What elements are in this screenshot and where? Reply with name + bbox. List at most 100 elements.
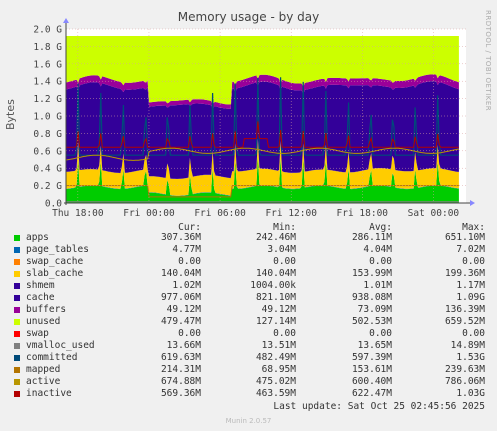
legend-avg: 4.04M [363,244,392,255]
legend-swatch [14,271,20,277]
legend-avg: 600.40M [351,376,392,387]
legend-cur: 49.12M [166,304,201,315]
legend-max: 0.00 [462,328,485,339]
legend-name: buffers [26,304,67,315]
y-tick-label: 0.2 G [33,181,62,192]
y-tick-label: 1.8 G [33,42,62,53]
legend-avg: 153.61M [351,364,392,375]
legend-min: 482.49M [255,352,296,363]
legend-min: 0.00 [273,328,296,339]
col-avg-header: Avg: [369,222,392,233]
y-tick-label: 2.0 G [33,25,62,36]
legend-cur: 619.63M [160,352,201,363]
legend-cur: 569.36M [160,388,201,399]
legend-row-inactive: inactive 569.36M 463.59M 622.47M 1.03G [0,388,497,400]
legend-avg: 0.00 [369,256,392,267]
legend-name: slab_cache [26,268,84,279]
area-unused [66,36,459,105]
legend-min: 475.02M [255,376,296,387]
legend-min: 127.14M [255,316,296,327]
legend-max: 1.09G [456,292,485,303]
legend-row-apps: apps 307.36M 242.46M 286.11M 651.10M [0,232,497,244]
legend-avg: 286.11M [351,232,392,243]
legend-name: committed [26,352,78,363]
area-slab-cache [66,138,459,196]
legend-swatch [14,259,20,265]
legend-max: 7.02M [456,244,485,255]
y-tick-label: 1.4 G [33,77,62,88]
legend-name: active [26,376,61,387]
legend-swatch [14,283,20,289]
legend-row-swap-cache: swap_cache 0.00 0.00 0.00 0.00 [0,256,497,268]
x-axis-arrow [470,200,475,206]
last-update: Last update: Sat Oct 25 02:45:56 2025 [273,401,485,412]
legend-swatch [14,379,20,385]
legend-row-active: active 674.88M 475.02M 600.40M 786.06M [0,376,497,388]
y-tick-label: 0.4 G [33,164,62,175]
legend-name: mapped [26,364,61,375]
legend-avg: 597.39M [351,352,392,363]
legend-max: 14.89M [450,340,485,351]
legend-name: shmem [26,280,55,291]
legend-max: 786.06M [444,376,485,387]
legend-cur: 479.47M [160,316,201,327]
legend-row-mapped: mapped 214.31M 68.95M 153.61M 239.63M [0,364,497,376]
legend-avg: 622.47M [351,388,392,399]
memory-chart: 0.0 0.2 G 0.4 G 0.6 G 0.8 G 1.0 G 1.2 G 1.4 G 1.… [33,18,475,219]
chart-title: Memory usage - by day [177,10,320,24]
legend-min: 140.04M [255,268,296,279]
legend-swatch [14,367,20,373]
legend-swatch [14,247,20,253]
legend-cur: 214.31M [160,364,201,375]
legend-avg: 1.01M [363,280,392,291]
legend-cur: 1.02M [172,280,201,291]
legend-max: 0.00 [462,256,485,267]
legend-cur: 674.88M [160,376,201,387]
legend-max: 651.10M [444,232,485,243]
legend-cur: 13.66M [166,340,201,351]
x-tick-label: Fri 06:00 [194,208,246,219]
legend-swatch [14,391,20,397]
legend-row-committed: committed 619.63M 482.49M 597.39M 1.53G [0,352,497,364]
col-min-header: Min: [273,222,296,233]
y-tick-label: 0.6 G [33,146,62,157]
legend-row-vmalloc-used: vmalloc_used 13.66M 13.51M 13.65M 14.89M [0,340,497,352]
legend-max: 199.36M [444,268,485,279]
legend-max: 136.39M [444,304,485,315]
legend-cur: 4.77M [172,244,201,255]
legend-name: cache [26,292,55,303]
legend-min: 821.10M [255,292,296,303]
legend-name: apps [26,232,49,243]
legend-avg: 73.09M [357,304,392,315]
legend-cur: 307.36M [160,232,201,243]
legend-min: 68.95M [261,364,296,375]
legend-max: 239.63M [444,364,485,375]
col-max-header: Max: [462,222,485,233]
area-buffers [66,74,459,110]
x-tick-label: Fri 18:00 [337,208,389,219]
legend-max: 1.53G [456,352,485,363]
x-tick-label: Thu 18:00 [52,208,104,219]
legend-max: 1.03G [456,388,485,399]
legend-name: page_tables [26,244,89,255]
legend-name: inactive [26,388,72,399]
legend-row-buffers: buffers 49.12M 49.12M 73.09M 136.39M [0,304,497,316]
y-tick-label: 0.8 G [33,129,62,140]
legend-swatch [14,331,20,337]
y-tick-label: 1.2 G [33,94,62,105]
line-committed [66,77,460,156]
legend-name: swap [26,328,49,339]
legend-min: 242.46M [255,232,296,243]
legend-avg: 938.08M [351,292,392,303]
legend-swatch [14,355,20,361]
y-axis-arrow [63,18,69,23]
legend-cur: 0.00 [178,328,201,339]
legend-name: vmalloc_used [26,340,95,351]
y-tick-label: 1.0 G [33,112,62,123]
legend-name: swap_cache [26,256,84,267]
rrdtool-credit: RRDTOOL / TOBI OETIKER [484,10,492,112]
legend-row-slab-cache: slab_cache 140.04M 140.04M 153.99M 199.36M [0,268,497,280]
legend-avg: 13.65M [357,340,392,351]
legend-swatch [14,295,20,301]
line-active [65,147,459,161]
